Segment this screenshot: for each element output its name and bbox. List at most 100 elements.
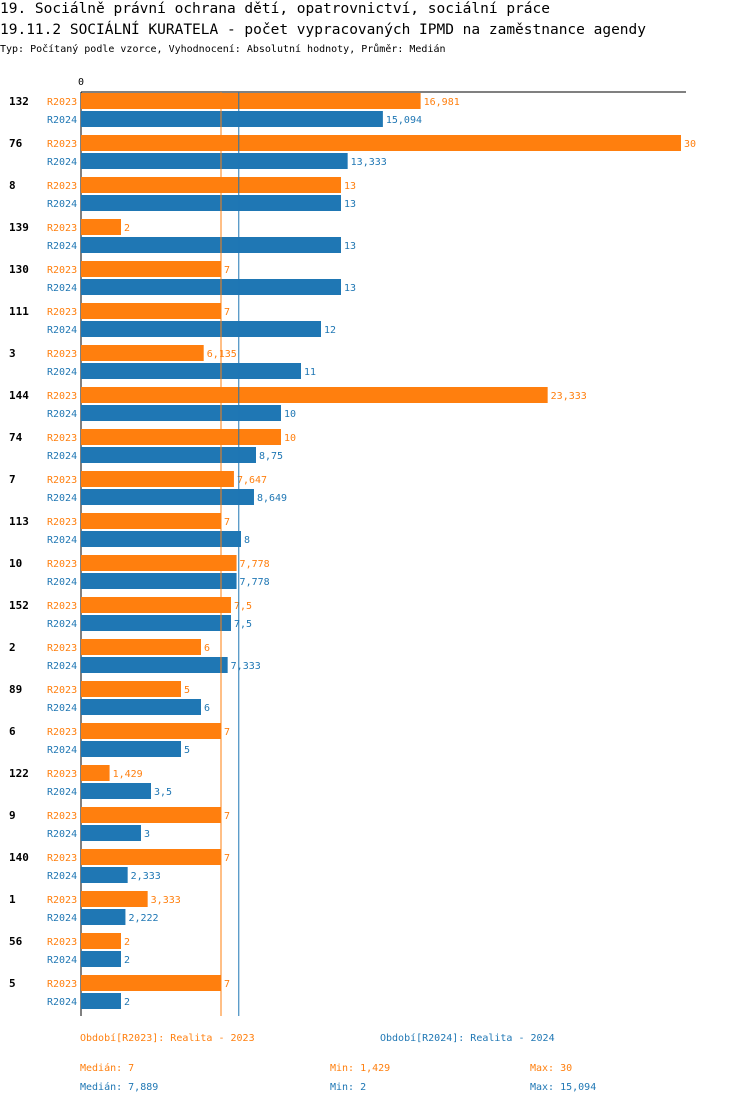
- value-label-r2023: 7: [224, 517, 230, 528]
- series-label-r2024: R2024: [47, 871, 77, 882]
- chart-title-line-1: 19. Sociálně právní ochrana dětí, opatro…: [0, 1, 550, 17]
- series-label-r2023: R2023: [47, 937, 77, 948]
- series-label-r2024: R2024: [47, 997, 77, 1008]
- value-label-r2023: 30: [684, 139, 696, 150]
- series-label-r2024: R2024: [47, 787, 77, 798]
- category-label: 1: [9, 893, 16, 906]
- bar-r2023: [81, 975, 221, 991]
- value-label-r2024: 13: [344, 241, 356, 252]
- series-label-r2024: R2024: [47, 451, 77, 462]
- value-label-r2023: 2: [124, 223, 130, 234]
- value-label-r2023: 7,778: [240, 559, 270, 570]
- series-label-r2023: R2023: [47, 307, 77, 318]
- bar-r2024: [81, 531, 241, 547]
- value-label-r2023: 7: [224, 727, 230, 738]
- bar-r2023: [81, 891, 148, 907]
- series-label-r2024: R2024: [47, 619, 77, 630]
- stat-r2024-median: Medián: 7,889: [80, 1082, 159, 1093]
- series-label-r2023: R2023: [47, 97, 77, 108]
- series-label-r2023: R2023: [47, 517, 77, 528]
- category-label: 152: [9, 599, 29, 612]
- value-label-r2024: 7,333: [231, 661, 261, 672]
- series-label-r2023: R2023: [47, 769, 77, 780]
- legend-r2023: Období[R2023]: Realita - 2023: [80, 1033, 255, 1044]
- series-label-r2023: R2023: [47, 895, 77, 906]
- category-label: 89: [9, 683, 22, 696]
- value-label-r2023: 7: [224, 853, 230, 864]
- category-label: 111: [9, 305, 29, 318]
- value-label-r2023: 23,333: [551, 391, 587, 402]
- value-label-r2024: 12: [324, 325, 336, 336]
- category-label: 6: [9, 725, 16, 738]
- value-label-r2023: 6: [204, 643, 210, 654]
- series-label-r2024: R2024: [47, 577, 77, 588]
- bar-r2023: [81, 219, 121, 235]
- value-label-r2024: 8: [244, 535, 250, 546]
- series-label-r2023: R2023: [47, 265, 77, 276]
- series-label-r2023: R2023: [47, 391, 77, 402]
- value-label-r2024: 13: [344, 283, 356, 294]
- series-label-r2024: R2024: [47, 241, 77, 252]
- value-label-r2024: 5: [184, 745, 190, 756]
- value-label-r2023: 7,647: [237, 475, 267, 486]
- value-label-r2023: 7,5: [234, 601, 252, 612]
- series-label-r2024: R2024: [47, 325, 77, 336]
- category-label: 76: [9, 137, 23, 150]
- bar-r2024: [81, 237, 341, 253]
- value-label-r2023: 7: [224, 979, 230, 990]
- series-label-r2024: R2024: [47, 661, 77, 672]
- bar-r2024: [81, 909, 126, 925]
- stat-r2024-min: Min: 2: [330, 1082, 367, 1093]
- series-label-r2024: R2024: [47, 745, 77, 756]
- category-label: 74: [9, 431, 23, 444]
- stat-r2024-max: Max: 15,094: [530, 1082, 597, 1093]
- category-label: 122: [9, 767, 29, 780]
- category-label: 9: [9, 809, 16, 822]
- value-label-r2023: 3,333: [151, 895, 181, 906]
- value-label-r2023: 5: [184, 685, 190, 696]
- series-label-r2024: R2024: [47, 955, 77, 966]
- value-label-r2024: 7,778: [240, 577, 270, 588]
- value-label-r2024: 2,222: [128, 913, 158, 924]
- category-label: 130: [9, 263, 29, 276]
- series-label-r2024: R2024: [47, 157, 77, 168]
- series-label-r2023: R2023: [47, 223, 77, 234]
- value-label-r2023: 10: [284, 433, 296, 444]
- bar-r2024: [81, 363, 301, 379]
- series-label-r2023: R2023: [47, 601, 77, 612]
- bar-r2023: [81, 723, 221, 739]
- bar-r2023: [81, 93, 421, 109]
- bar-r2023: [81, 387, 548, 403]
- category-label: 56: [9, 935, 23, 948]
- value-label-r2024: 6: [204, 703, 210, 714]
- bar-r2024: [81, 405, 281, 421]
- value-label-r2024: 11: [304, 367, 316, 378]
- value-label-r2024: 2: [124, 955, 130, 966]
- series-label-r2023: R2023: [47, 979, 77, 990]
- value-label-r2024: 3,5: [154, 787, 172, 798]
- value-label-r2024: 3: [144, 829, 150, 840]
- series-label-r2024: R2024: [47, 367, 77, 378]
- legend-r2024: Období[R2024]: Realita - 2024: [380, 1033, 555, 1044]
- series-label-r2024: R2024: [47, 409, 77, 420]
- bar-r2024: [81, 153, 348, 169]
- series-label-r2023: R2023: [47, 433, 77, 444]
- bar-r2023: [81, 135, 681, 151]
- series-label-r2023: R2023: [47, 349, 77, 360]
- value-label-r2023: 7: [224, 811, 230, 822]
- bar-r2024: [81, 783, 151, 799]
- category-label: 5: [9, 977, 16, 990]
- series-label-r2023: R2023: [47, 139, 77, 150]
- series-label-r2023: R2023: [47, 181, 77, 192]
- category-label: 3: [9, 347, 16, 360]
- value-label-r2024: 8,75: [259, 451, 283, 462]
- bar-r2023: [81, 471, 234, 487]
- bar-r2023: [81, 639, 201, 655]
- bar-r2024: [81, 657, 228, 673]
- series-label-r2024: R2024: [47, 829, 77, 840]
- series-label-r2024: R2024: [47, 199, 77, 210]
- series-label-r2024: R2024: [47, 535, 77, 546]
- category-label: 140: [9, 851, 29, 864]
- value-label-r2023: 7: [224, 307, 230, 318]
- bar-r2023: [81, 933, 121, 949]
